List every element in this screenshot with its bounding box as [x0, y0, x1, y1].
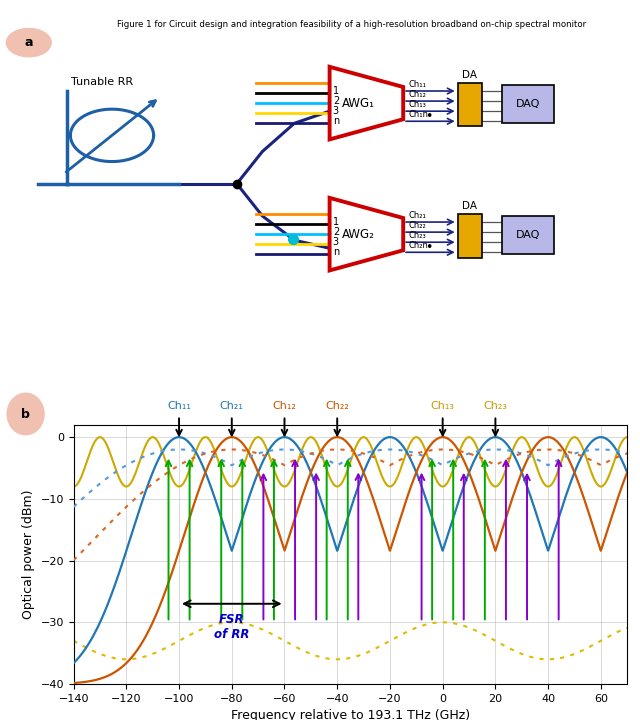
Text: Ch₁₃: Ch₁₃ — [431, 401, 454, 411]
Text: AWG₂: AWG₂ — [342, 228, 375, 240]
Text: Figure 1 for Circuit design and integration feasibility of a high-resolution bro: Figure 1 for Circuit design and integrat… — [117, 20, 587, 30]
Text: Ch₁₃: Ch₁₃ — [408, 100, 426, 109]
Text: n: n — [333, 247, 339, 257]
Text: Ch₂₁: Ch₂₁ — [408, 211, 426, 220]
Text: DA: DA — [462, 201, 477, 211]
Text: Ch₁n: Ch₁n — [408, 110, 428, 120]
Text: 3: 3 — [333, 237, 339, 247]
FancyBboxPatch shape — [502, 216, 554, 254]
Text: Ch₁₁: Ch₁₁ — [408, 80, 426, 89]
Text: 1: 1 — [333, 86, 339, 96]
FancyBboxPatch shape — [502, 85, 554, 123]
Text: n: n — [333, 116, 339, 126]
X-axis label: Frequency relative to 193.1 THz (GHz): Frequency relative to 193.1 THz (GHz) — [231, 709, 470, 720]
Text: •: • — [425, 241, 433, 254]
Text: Ch₁₂: Ch₁₂ — [408, 90, 426, 99]
Y-axis label: Optical power (dBm): Optical power (dBm) — [22, 490, 35, 619]
Text: •: • — [425, 109, 433, 122]
Text: Ch₁₂: Ch₁₂ — [273, 401, 296, 411]
Text: Tunable RR: Tunable RR — [71, 77, 134, 87]
Text: AWG₁: AWG₁ — [342, 96, 375, 109]
Circle shape — [6, 29, 51, 57]
Text: Ch₂₂: Ch₂₂ — [408, 221, 426, 230]
Text: DA: DA — [462, 70, 477, 80]
FancyBboxPatch shape — [458, 214, 482, 258]
Text: 3: 3 — [333, 106, 339, 116]
Text: b: b — [21, 408, 30, 420]
Text: a: a — [24, 36, 33, 49]
FancyBboxPatch shape — [458, 83, 482, 127]
Text: 2: 2 — [333, 96, 339, 106]
Text: 1: 1 — [333, 217, 339, 227]
Text: DAQ: DAQ — [516, 230, 540, 240]
Text: 2: 2 — [333, 227, 339, 237]
Text: Ch₁₁: Ch₁₁ — [167, 401, 191, 411]
Text: Ch₂₃: Ch₂₃ — [408, 231, 426, 240]
Polygon shape — [330, 67, 403, 140]
Text: Ch₂₂: Ch₂₂ — [325, 401, 349, 411]
Text: Ch₂₁: Ch₂₁ — [220, 401, 244, 411]
Polygon shape — [330, 198, 403, 271]
Circle shape — [7, 393, 44, 435]
Text: Ch₂₃: Ch₂₃ — [483, 401, 508, 411]
Text: FSR
of RR: FSR of RR — [214, 613, 250, 641]
Text: DAQ: DAQ — [516, 99, 540, 109]
Text: Ch₂n: Ch₂n — [408, 241, 428, 251]
